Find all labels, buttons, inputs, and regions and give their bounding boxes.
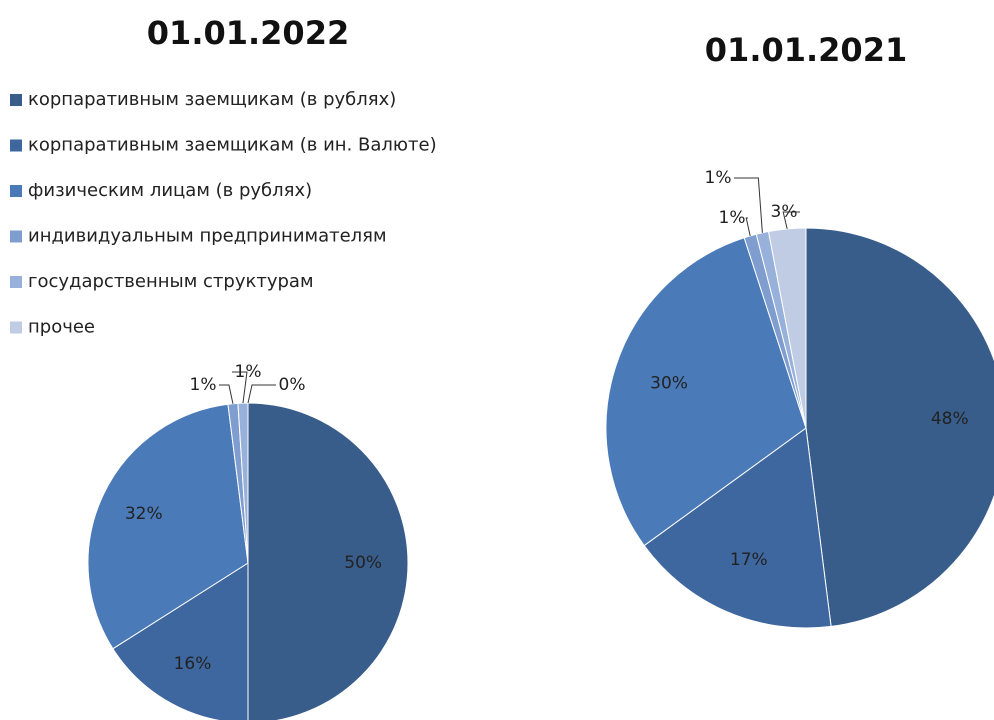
pie-slice xyxy=(767,227,807,429)
leader-line xyxy=(232,371,248,404)
legend-label: прочее xyxy=(28,317,95,338)
pie-slice xyxy=(237,402,249,564)
data-label: 0% xyxy=(279,375,306,395)
data-label: 16% xyxy=(174,654,212,674)
leader-line xyxy=(782,211,800,230)
pie-slice xyxy=(247,402,409,720)
chart-title: 01.01.2021 xyxy=(705,31,907,69)
legend-swatch xyxy=(10,185,22,197)
data-label: 3% xyxy=(771,202,798,222)
pie-slice xyxy=(87,403,249,650)
legend-label: государственным структурам xyxy=(28,271,314,292)
data-label: 48% xyxy=(931,409,969,429)
leader-line xyxy=(247,384,276,404)
legend-swatch xyxy=(10,139,22,152)
data-label: 1% xyxy=(190,375,217,395)
data-label: 32% xyxy=(125,504,163,524)
pie-slice xyxy=(805,227,994,627)
pie-slice xyxy=(605,237,807,547)
data-label: 1% xyxy=(235,362,262,382)
legend-swatch xyxy=(10,94,22,106)
legend-swatch xyxy=(10,230,22,243)
legend-swatch xyxy=(10,276,22,288)
legend-label: корпаративным заемщикам (в ин. Валюте) xyxy=(28,135,437,156)
leader-line xyxy=(734,177,763,233)
legend-label: корпаративным заемщикам (в рублях) xyxy=(28,89,396,110)
leader-line xyxy=(219,384,234,404)
pie-slice xyxy=(643,427,832,629)
data-label: 1% xyxy=(705,168,732,188)
data-label: 30% xyxy=(650,374,688,394)
leader-line xyxy=(745,217,751,237)
data-label: 17% xyxy=(730,550,768,570)
legend-swatch xyxy=(10,321,22,334)
data-label: 50% xyxy=(344,553,382,573)
data-label: 1% xyxy=(719,208,746,228)
legend-label: индивидуальным предпринимателям xyxy=(28,226,387,247)
pie-slice xyxy=(112,562,249,720)
chart-title: 01.01.2022 xyxy=(147,14,349,52)
legend-label: физическим лицам (в рублях) xyxy=(28,180,312,201)
